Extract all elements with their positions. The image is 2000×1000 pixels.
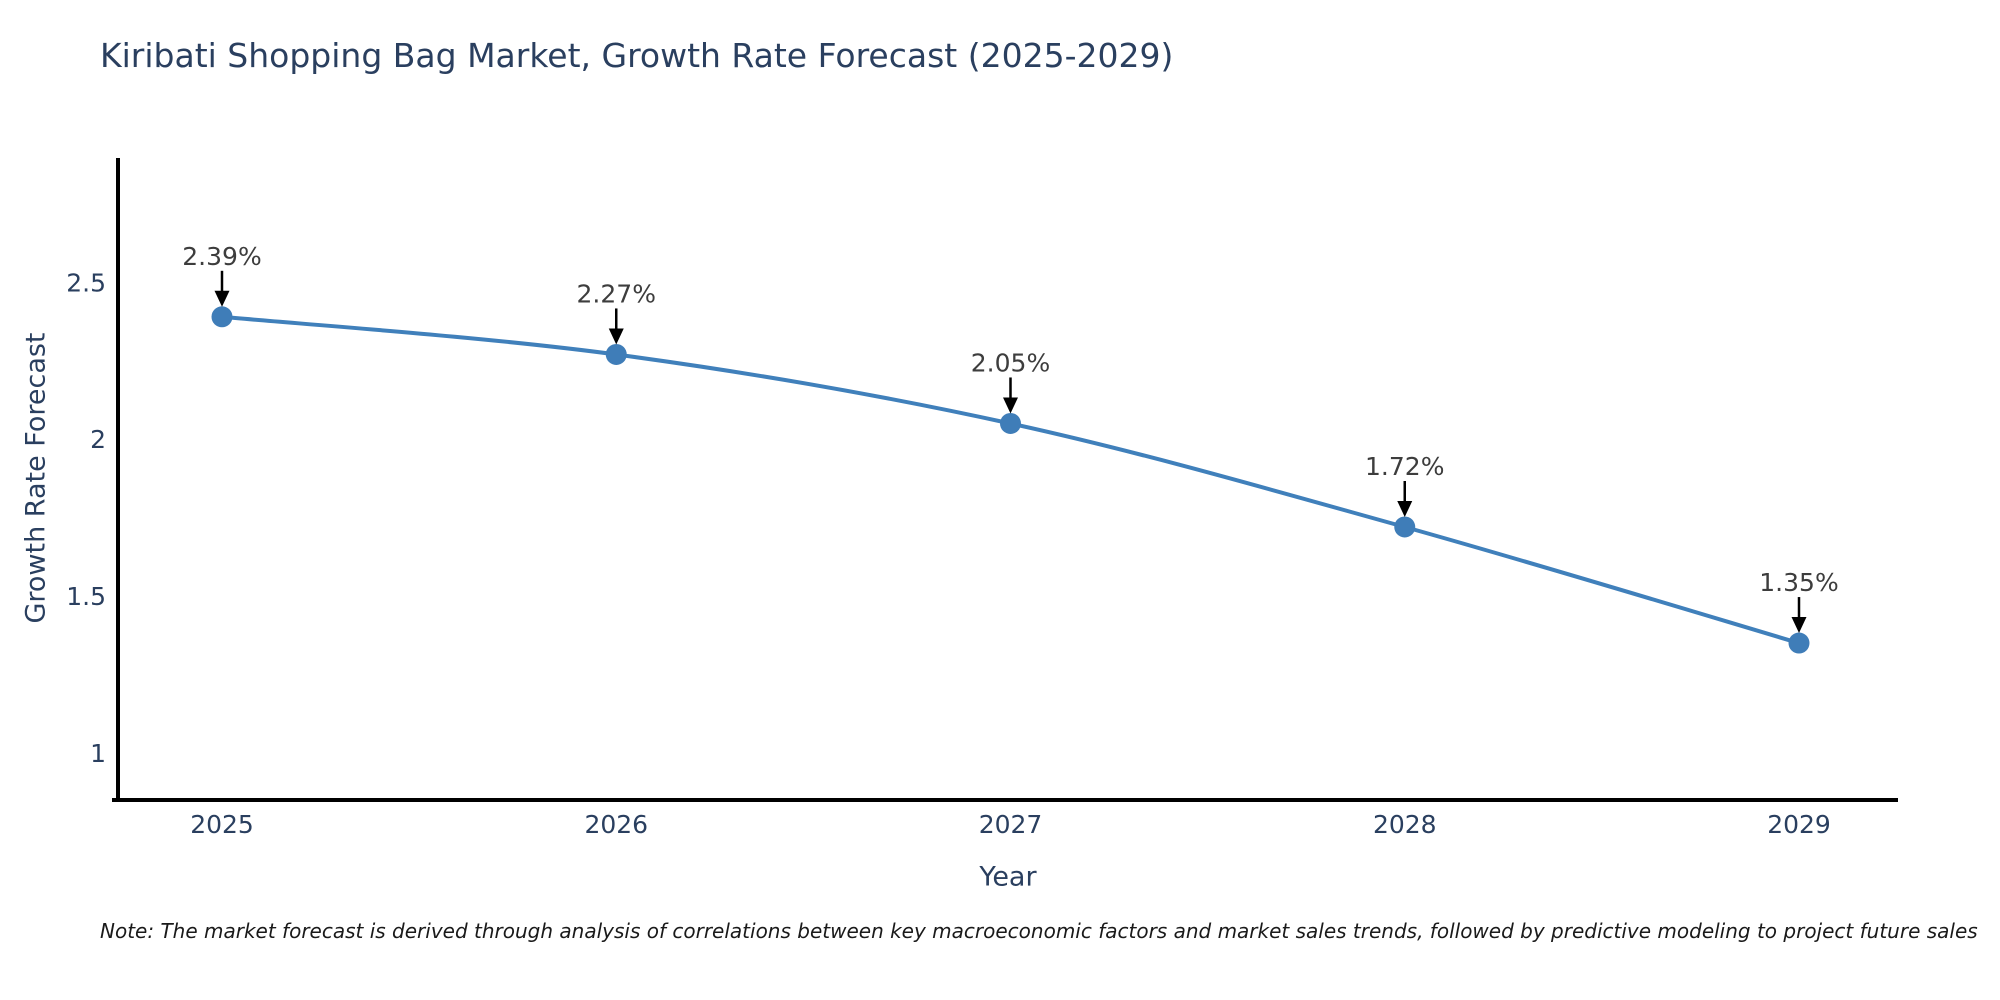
annotation-arrowhead-icon	[608, 328, 624, 345]
footnote: Note: The market forecast is derived thr…	[100, 919, 1978, 943]
data-point-marker	[605, 343, 627, 365]
x-axis-title: Year	[979, 861, 1037, 893]
y-tick-label: 1.5	[66, 582, 106, 611]
data-point-marker	[1788, 632, 1810, 654]
x-tick-label: 2025	[190, 810, 254, 839]
chart-title: Kiribati Shopping Bag Market, Growth Rat…	[100, 36, 1174, 75]
annotation-arrowhead-icon	[1791, 617, 1807, 634]
data-point-label: 1.72%	[1365, 452, 1444, 481]
data-point-marker	[211, 306, 233, 328]
x-tick-label: 2026	[584, 810, 648, 839]
annotation-arrowhead-icon	[1397, 500, 1413, 517]
annotation-arrowhead-icon	[214, 290, 230, 307]
y-tick-label: 2	[90, 425, 106, 454]
data-point-label: 2.27%	[577, 279, 656, 308]
annotation-arrowhead-icon	[1003, 397, 1018, 414]
data-point-label: 1.35%	[1759, 568, 1838, 597]
x-tick-label: 2029	[1767, 810, 1831, 839]
y-tick-label: 2.5	[66, 268, 106, 297]
data-point-marker	[1394, 516, 1416, 538]
data-point-marker	[1000, 412, 1021, 434]
x-tick-label: 2027	[979, 810, 1043, 839]
x-tick-label: 2028	[1373, 810, 1437, 839]
y-tick-label: 1	[90, 739, 106, 768]
data-point-label: 2.39%	[182, 242, 261, 271]
data-point-label: 2.05%	[971, 348, 1050, 377]
